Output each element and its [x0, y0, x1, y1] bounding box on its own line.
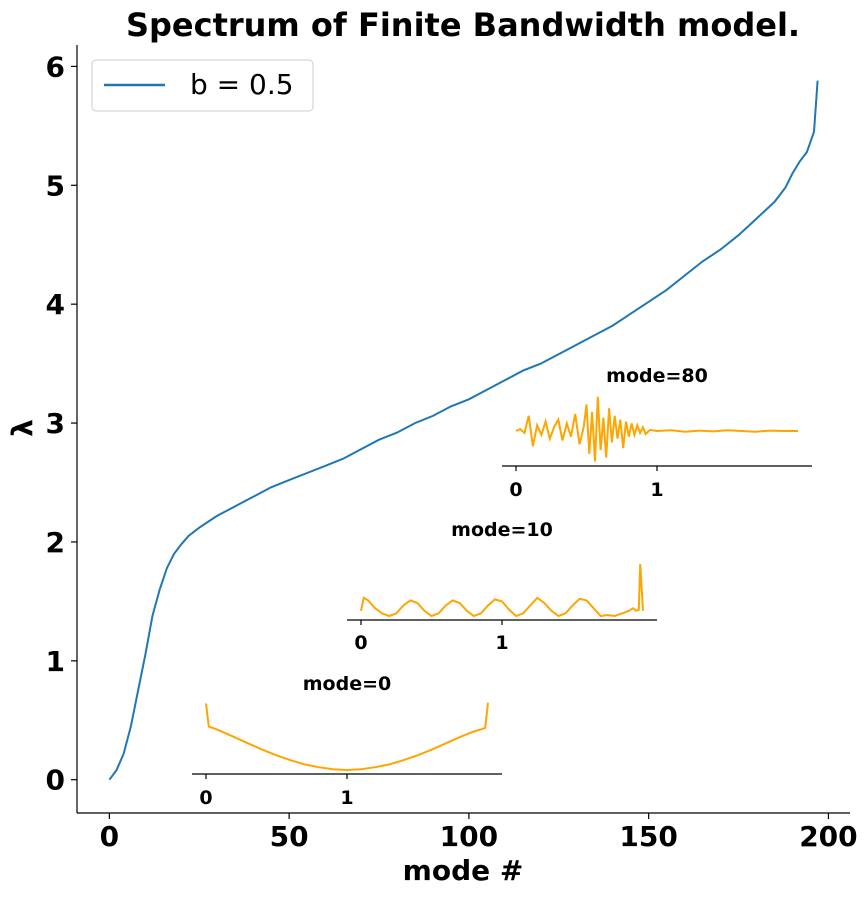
- chart-title: Spectrum of Finite Bandwidth model.: [126, 6, 800, 44]
- legend: b = 0.5: [91, 59, 314, 112]
- inset-series-line: [360, 563, 644, 618]
- y-tick-label: 5: [46, 169, 65, 202]
- inset-title: mode=10: [451, 519, 553, 541]
- y-tick-label: 4: [46, 288, 65, 321]
- inset-title: mode=80: [606, 365, 708, 387]
- x-tick-label: 0: [100, 820, 119, 853]
- x-axis-label: mode #: [403, 854, 524, 887]
- legend-box: [91, 59, 314, 112]
- inset-title: mode=0: [303, 673, 391, 695]
- inset-x-tick-label: 0: [199, 787, 212, 809]
- y-tick-label: 2: [46, 526, 65, 559]
- x-tick-label: 200: [799, 820, 857, 853]
- series-line-b-0.5: [108, 80, 819, 781]
- main-series: [108, 80, 819, 781]
- y-axis-label: λ: [6, 419, 39, 437]
- x-tick-label: 50: [270, 820, 309, 853]
- inset-x-tick-label: 1: [650, 479, 663, 501]
- inset-x-tick-label: 0: [509, 479, 522, 501]
- legend-label: b = 0.5: [190, 68, 294, 101]
- inset-x-tick-label: 1: [495, 632, 508, 654]
- inset-x-tick-label: 1: [340, 787, 353, 809]
- y-tick-label: 3: [46, 407, 65, 440]
- inset-series-line: [515, 396, 798, 462]
- inset-series-line: [205, 702, 489, 772]
- insets: 0 1 mode=0 0 1 mode=10 0 1 mode=80: [192, 365, 812, 809]
- y-tick-label: 6: [46, 50, 65, 83]
- inset-mode-80: 0 1 mode=80: [502, 365, 812, 501]
- y-tick-label: 0: [46, 764, 65, 797]
- inset-mode-0: 0 1 mode=0: [192, 673, 502, 809]
- y-tick-label: 1: [46, 645, 65, 678]
- inset-x-tick-label: 0: [354, 632, 367, 654]
- x-tick-label: 100: [440, 820, 498, 853]
- x-tick-label: 150: [619, 820, 677, 853]
- inset-mode-10: 0 1 mode=10: [347, 519, 657, 654]
